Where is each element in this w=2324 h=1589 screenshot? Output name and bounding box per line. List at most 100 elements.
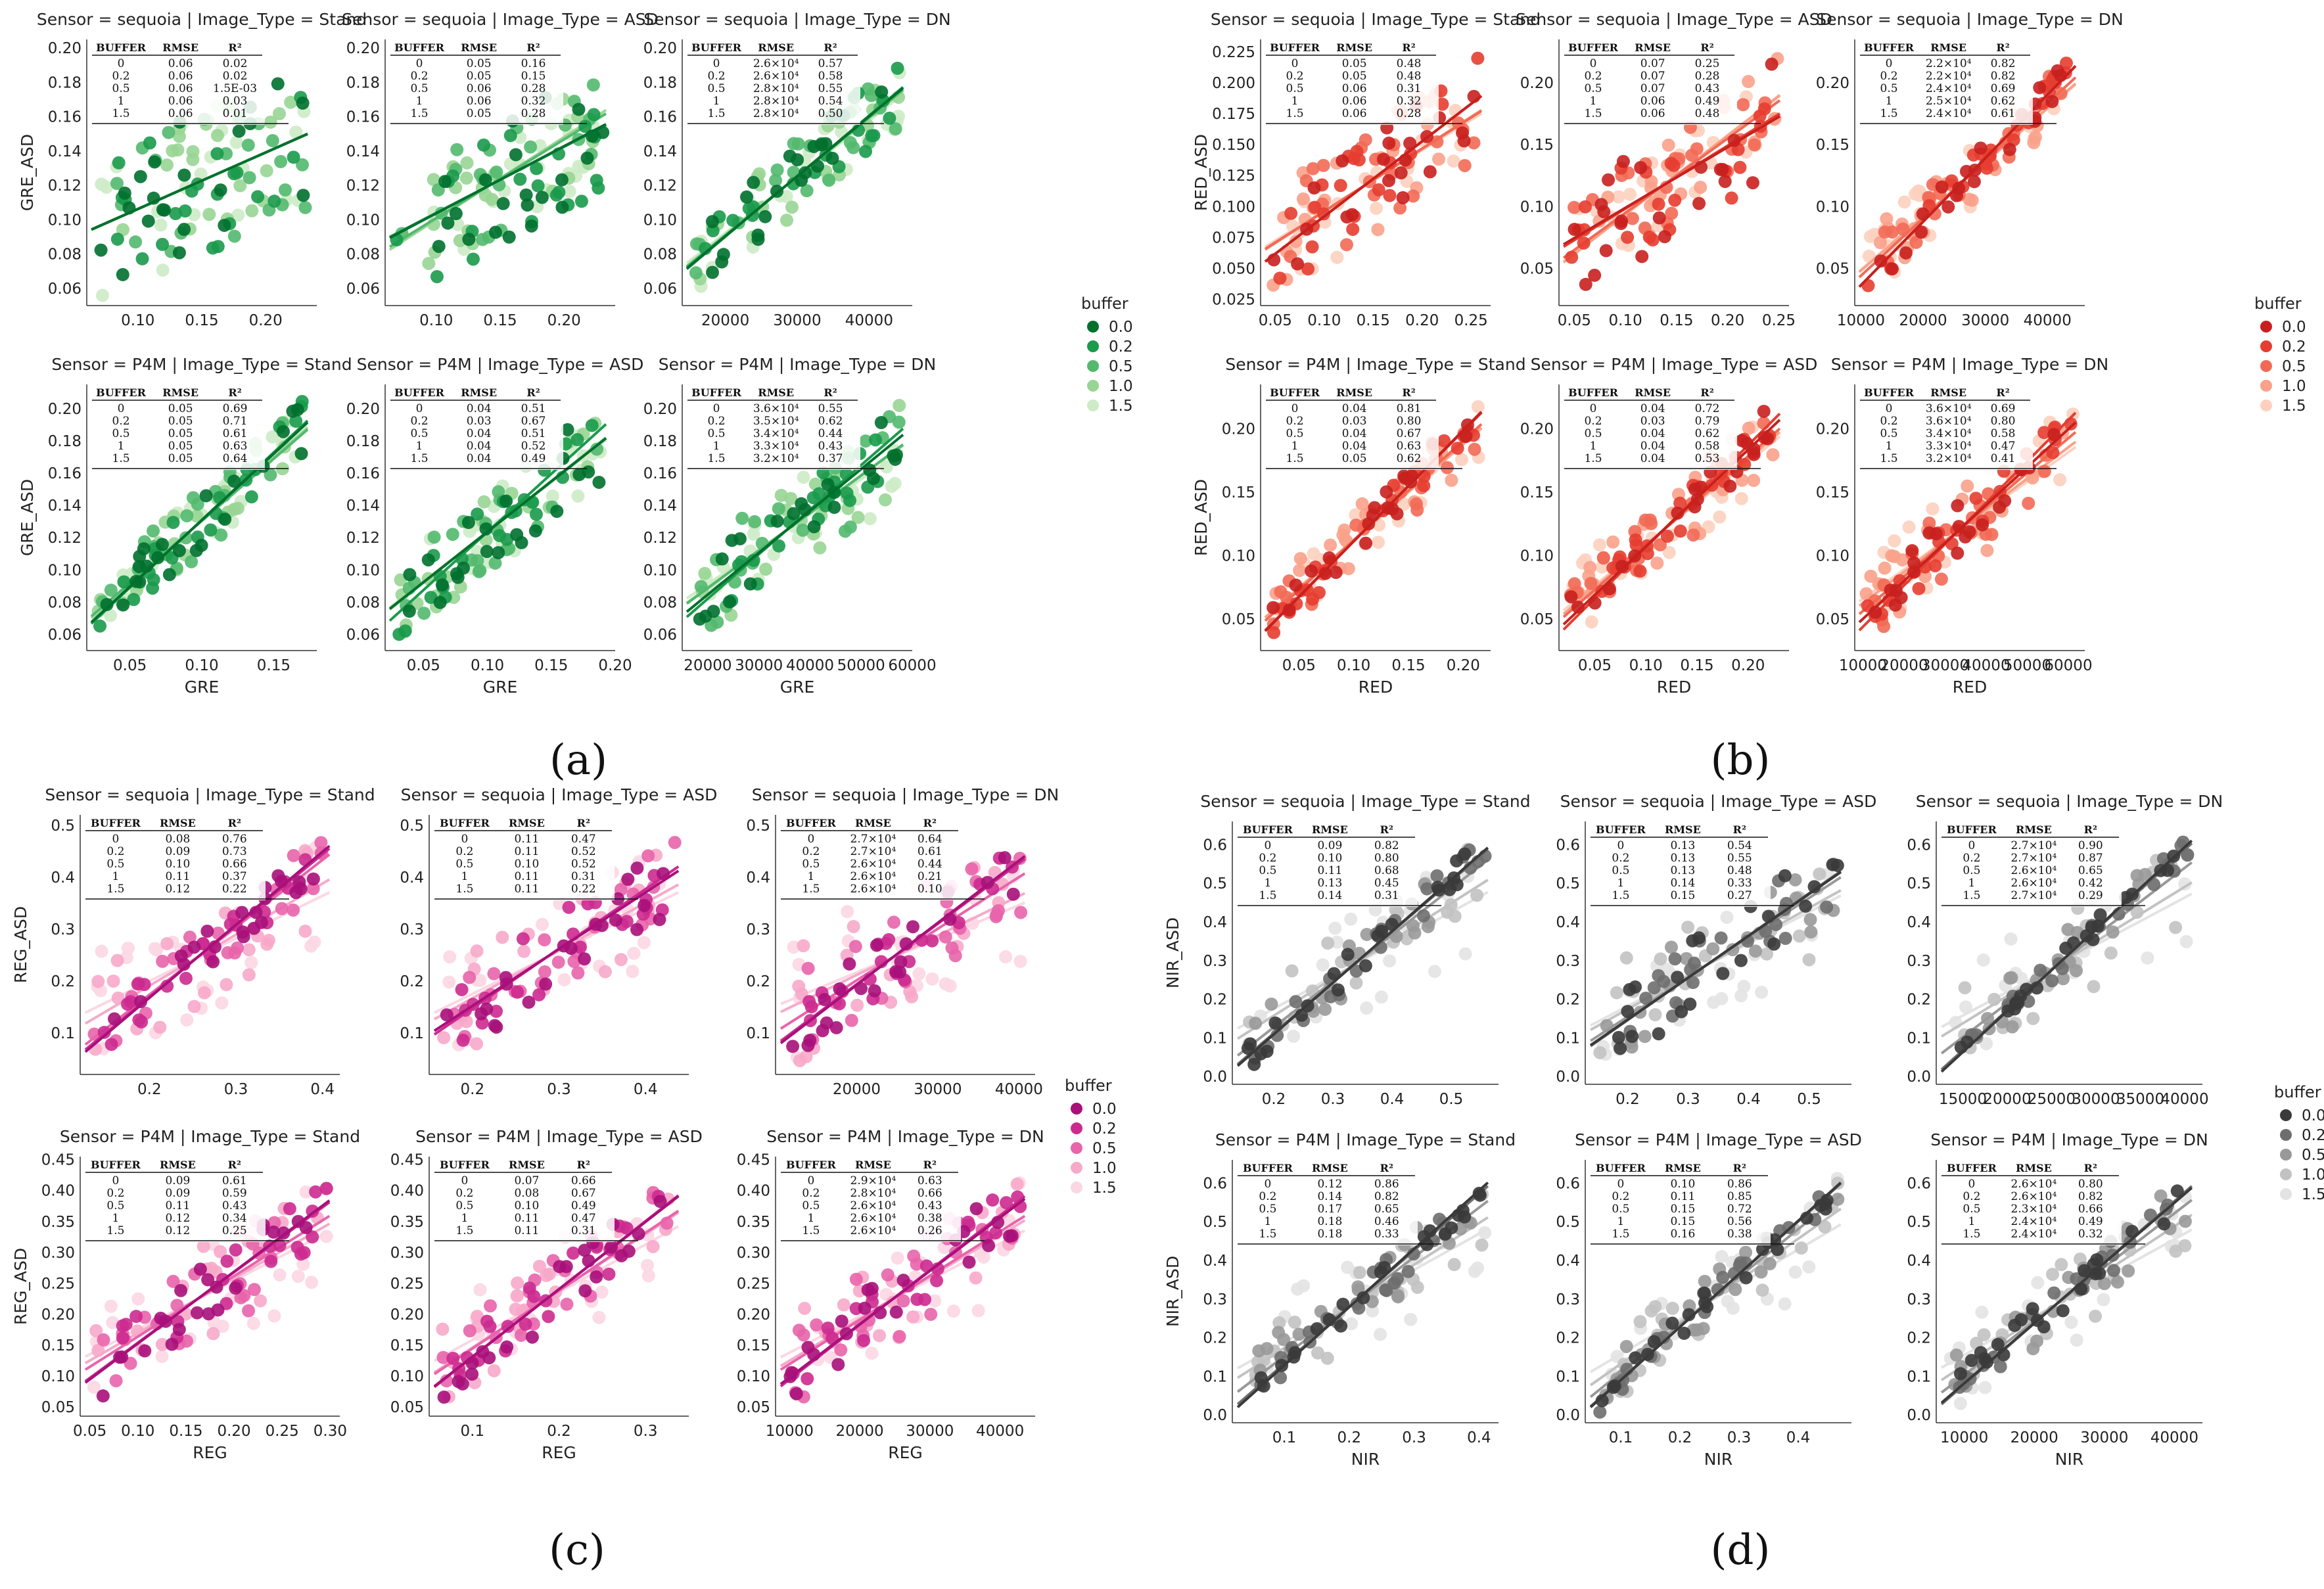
data-point xyxy=(772,502,785,516)
data-point xyxy=(1382,173,1396,187)
y-tick-label: 0.05 xyxy=(737,1399,770,1416)
data-point xyxy=(795,497,808,511)
stats-table-r2: 0.22 xyxy=(222,883,247,896)
y-tick-label: 0.06 xyxy=(48,626,81,643)
data-point xyxy=(470,1037,484,1051)
x-tick-label: 50000 xyxy=(2003,657,2051,674)
data-point xyxy=(91,975,105,988)
stats-table-r2: 0.43 xyxy=(918,1199,942,1212)
data-point xyxy=(183,931,197,944)
data-point xyxy=(2026,471,2039,485)
data-point xyxy=(1305,240,1319,254)
stats-table-header: R² xyxy=(577,1159,590,1171)
data-point xyxy=(1970,1028,1984,1042)
data-point xyxy=(540,1268,553,1282)
y-tick-label: 0.08 xyxy=(48,246,81,264)
stats-table-r2: 0.32 xyxy=(2078,1228,2103,1241)
stats-table-header: RMSE xyxy=(1930,41,1966,54)
data-point xyxy=(116,267,129,281)
data-point xyxy=(1647,1335,1661,1348)
data-point xyxy=(210,147,224,160)
y-tick-label: 0.15 xyxy=(1520,137,1554,154)
data-point xyxy=(155,538,169,551)
data-point xyxy=(116,598,130,612)
x-axis-label: NIR xyxy=(2055,1450,2083,1469)
stats-table-rmse: 3.6×10⁴ xyxy=(753,402,799,415)
data-point xyxy=(1952,520,1966,534)
data-point xyxy=(1963,525,1976,539)
data-point xyxy=(598,965,612,979)
data-point xyxy=(2037,426,2051,440)
x-axis-label: GRE xyxy=(185,678,220,697)
stats-table-buffer: 1 xyxy=(807,1212,814,1225)
legend-marker xyxy=(1087,321,1099,333)
data-point xyxy=(502,230,516,244)
data-point xyxy=(1687,956,1701,970)
data-point xyxy=(477,495,491,509)
data-point xyxy=(2110,1275,2124,1289)
data-point xyxy=(1420,882,1434,896)
data-point xyxy=(859,434,873,448)
x-tick-label: 15000 xyxy=(1939,1091,1987,1108)
y-tick-label: 0.2 xyxy=(400,973,424,990)
y-tick-label: 0.200 xyxy=(1212,75,1255,92)
data-point xyxy=(160,158,174,172)
data-point xyxy=(151,551,165,564)
data-point xyxy=(592,475,606,489)
data-point xyxy=(1652,211,1666,225)
y-tick-label: 0.16 xyxy=(48,109,81,126)
data-point xyxy=(1002,1230,1016,1243)
data-point xyxy=(1660,530,1674,543)
data-point xyxy=(698,566,712,580)
data-point xyxy=(797,1328,810,1342)
data-point xyxy=(166,515,180,529)
regression-line xyxy=(779,1197,1026,1385)
x-tick-label: 0.20 xyxy=(1405,312,1439,329)
data-point xyxy=(889,122,902,136)
panel-a-4: Sensor = P4M | Image_Type = Stand0.060.0… xyxy=(18,355,352,697)
data-point xyxy=(461,516,475,530)
data-point xyxy=(1274,1371,1288,1385)
stats-table-rmse: 2.4×10⁴ xyxy=(1926,82,1972,95)
data-point xyxy=(1475,1238,1489,1252)
stats-table-r2: 0.50 xyxy=(818,107,843,120)
x-tick-label: 0.5 xyxy=(1439,1091,1464,1108)
data-point xyxy=(1291,257,1305,271)
data-point xyxy=(893,1329,906,1343)
regression-line xyxy=(1236,846,1489,1067)
y-tick-label: 0.18 xyxy=(48,433,81,450)
data-point xyxy=(982,1239,996,1253)
data-point xyxy=(1749,944,1763,958)
y-tick-label: 0.18 xyxy=(48,74,81,91)
stats-table-r2: 0.44 xyxy=(818,427,843,440)
data-point xyxy=(1671,506,1685,520)
data-point xyxy=(134,995,148,1009)
x-tick-label: 20000 xyxy=(701,312,749,329)
panel-title: Sensor = sequoia | Image_Type = Stand xyxy=(37,10,367,29)
data-point xyxy=(971,1304,985,1318)
y-tick-label: 0.35 xyxy=(41,1214,75,1231)
data-point xyxy=(155,1350,169,1364)
data-point xyxy=(1289,578,1303,592)
stats-table-buffer: 0.5 xyxy=(1259,1203,1276,1216)
data-point xyxy=(254,1294,267,1308)
data-point xyxy=(1643,513,1657,527)
stats-table-rmse: 0.16 xyxy=(1670,1228,1695,1241)
stats-table-r2: 0.65 xyxy=(1374,1203,1399,1216)
panel-c-3: Sensor = sequoia | Image_Type = DN0.10.2… xyxy=(746,785,1059,1098)
data-point xyxy=(1594,198,1608,212)
stats-table-rmse: 0.09 xyxy=(1317,839,1342,852)
data-point xyxy=(1438,1227,1452,1241)
data-point xyxy=(1951,499,1964,513)
data-point xyxy=(492,485,505,499)
regression-line xyxy=(84,844,331,1053)
stats-table-rmse: 2.6×10⁴ xyxy=(850,883,896,896)
stats-table-rmse: 3.4×10⁴ xyxy=(1926,427,1972,440)
stats-table-r2: 0.43 xyxy=(222,1199,247,1212)
stats-table-header: R² xyxy=(228,386,241,399)
panel-title: Sensor = sequoia | Image_Type = DN xyxy=(1916,792,2223,811)
stats-table-rmse: 0.13 xyxy=(1670,852,1695,865)
data-point xyxy=(787,137,801,150)
data-point xyxy=(2064,1316,2078,1329)
